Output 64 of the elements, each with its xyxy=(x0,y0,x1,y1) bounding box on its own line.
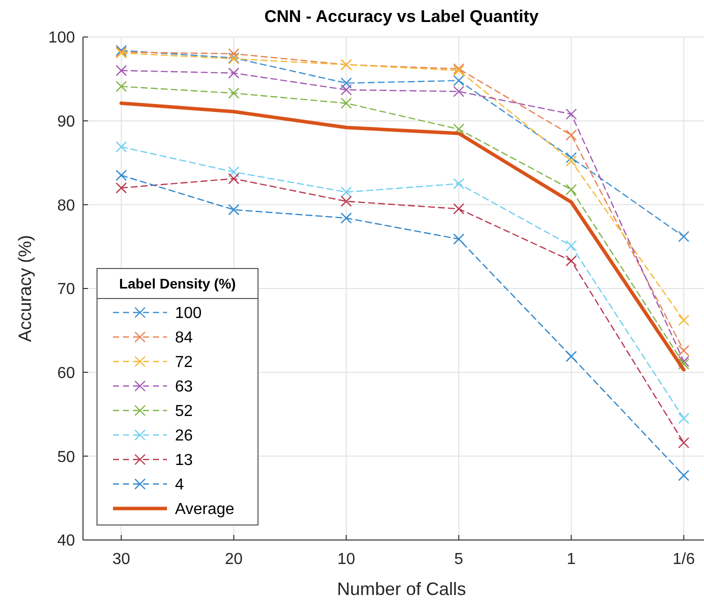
y-tick-label: 80 xyxy=(57,197,76,214)
legend-label: 26 xyxy=(175,428,193,445)
point xyxy=(566,350,577,362)
point xyxy=(116,170,127,181)
point xyxy=(453,233,464,245)
legend-label: 63 xyxy=(175,378,193,396)
point xyxy=(116,64,127,76)
point xyxy=(566,155,577,167)
point xyxy=(566,240,577,252)
point xyxy=(116,80,127,92)
point xyxy=(228,204,240,216)
point xyxy=(116,182,127,194)
y-tick-label: 70 xyxy=(57,281,76,298)
x-tick-label: 30 xyxy=(112,551,130,568)
point xyxy=(453,74,464,86)
point xyxy=(566,184,577,196)
point xyxy=(116,141,127,152)
y-tick-label: 50 xyxy=(57,448,76,466)
point xyxy=(228,67,240,79)
point xyxy=(228,166,240,178)
x-tick-label: 1/6 xyxy=(672,551,695,568)
point xyxy=(453,178,464,190)
point xyxy=(678,344,690,356)
point xyxy=(340,186,352,198)
point xyxy=(678,470,690,482)
point xyxy=(566,108,577,120)
y-axis-title: Accuracy (%) xyxy=(15,234,35,342)
point xyxy=(566,255,577,266)
point xyxy=(678,314,690,326)
y-tick-label: 40 xyxy=(57,532,76,550)
y-tick-label: 90 xyxy=(57,113,76,130)
legend-label: 84 xyxy=(175,330,193,347)
point xyxy=(678,437,690,448)
point xyxy=(340,98,352,109)
point xyxy=(228,48,240,60)
legend-title: Label Density (%) xyxy=(119,276,236,292)
x-tick-label: 10 xyxy=(337,551,356,568)
legend-label: 52 xyxy=(175,403,193,420)
point xyxy=(453,203,464,214)
legend-label: 72 xyxy=(175,354,193,372)
x-tick-label: 5 xyxy=(454,551,464,568)
legend-label: 4 xyxy=(175,476,184,494)
legend-label: 100 xyxy=(175,305,202,322)
y-tick-label: 60 xyxy=(57,364,76,382)
point xyxy=(678,412,690,424)
legend-label: 13 xyxy=(175,452,193,470)
point xyxy=(340,196,352,207)
point xyxy=(340,78,352,89)
y-tick-label: 100 xyxy=(48,30,76,47)
chart-title: CNN - Accuracy vs Label Quantity xyxy=(264,7,540,26)
x-tick-label: 20 xyxy=(224,551,243,568)
point xyxy=(678,358,690,370)
point xyxy=(340,84,352,96)
point xyxy=(566,129,577,141)
point xyxy=(678,356,690,368)
point xyxy=(678,230,690,242)
point xyxy=(566,152,577,164)
x-tick-label: 1 xyxy=(566,551,576,568)
point xyxy=(340,212,352,224)
point xyxy=(228,88,240,99)
legend-label: Average xyxy=(175,501,234,518)
point xyxy=(453,86,464,98)
point xyxy=(228,173,240,184)
x-axis-title: Number of Calls xyxy=(336,579,466,599)
